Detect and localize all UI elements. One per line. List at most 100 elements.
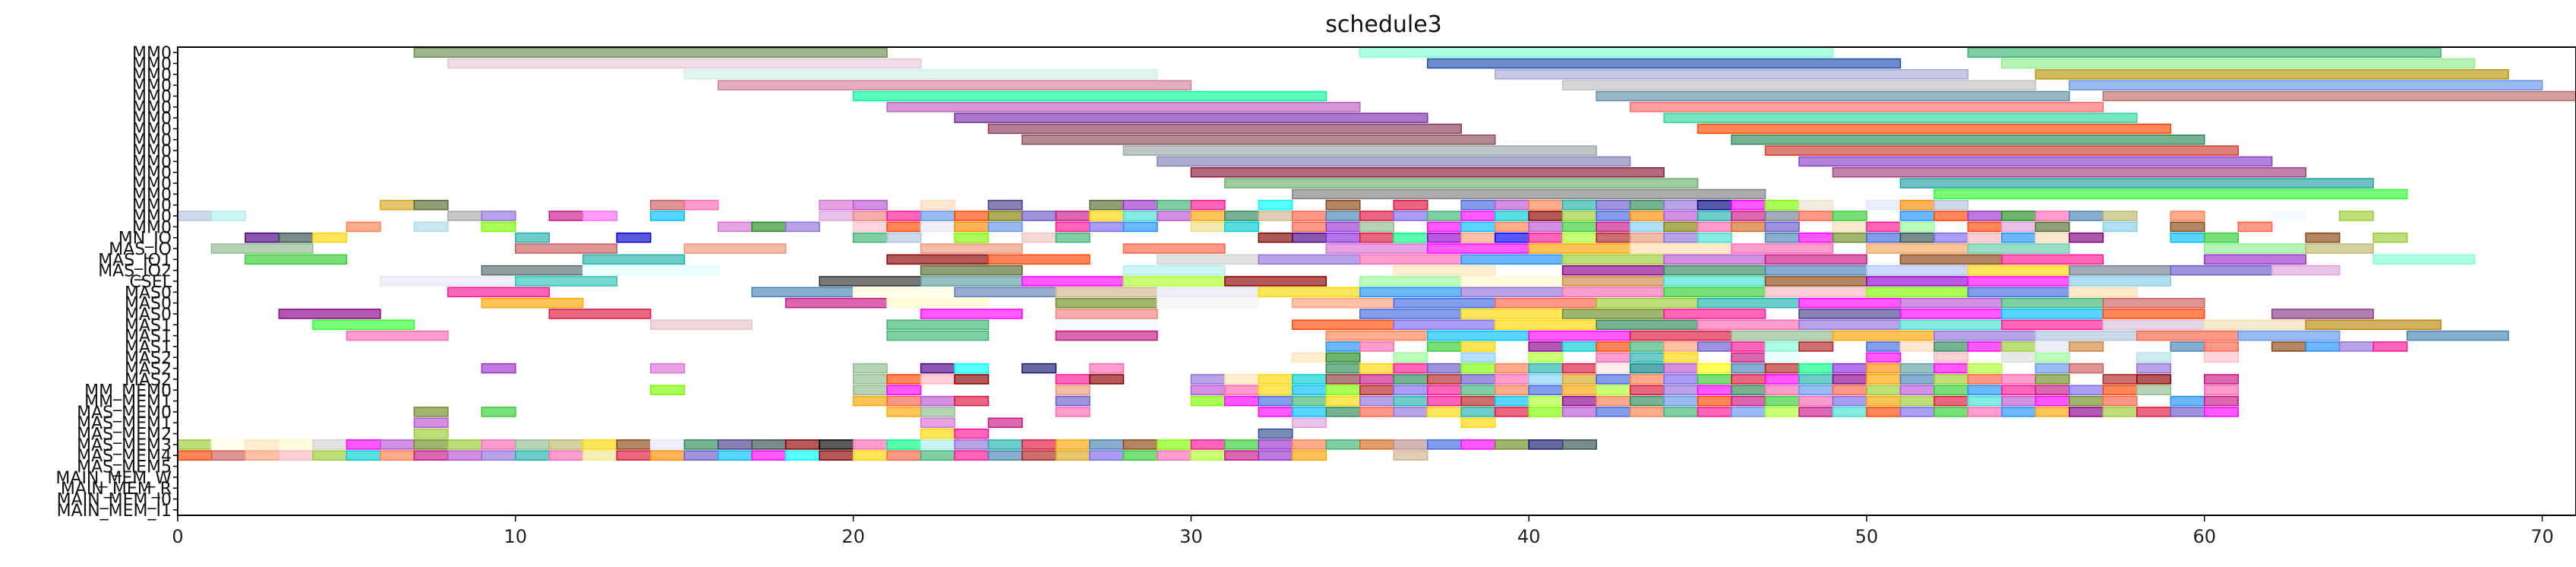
task-bar: [683, 199, 719, 211]
task-bar: [1055, 374, 1091, 385]
task-bar: [920, 199, 955, 211]
task-bar: [1292, 221, 1327, 233]
task-bar: [1021, 363, 1057, 374]
task-bar: [1596, 341, 1631, 352]
task-bar: [481, 439, 516, 450]
task-bar: [1934, 352, 1969, 363]
task-bar: [1629, 211, 1665, 221]
task-bar: [1899, 363, 1935, 374]
row-label: MAS2: [125, 349, 172, 368]
task-bar: [1089, 374, 1125, 385]
task-bar: [1528, 395, 1564, 407]
task-bar: [1899, 297, 2003, 309]
task-bar: [954, 395, 990, 407]
row-label: MAS0: [125, 295, 172, 314]
row-label: MAIN_MEM_I1: [57, 502, 172, 521]
task-bar: [1596, 319, 1699, 331]
task-bar: [1663, 352, 1699, 363]
task-bar: [1258, 232, 1293, 243]
row-label: MM0: [132, 131, 172, 150]
task-bar: [1596, 221, 1631, 233]
task-bar: [1629, 363, 1665, 374]
task-bar: [683, 69, 1158, 80]
task-bar: [2170, 407, 2205, 417]
task-bar: [481, 264, 584, 276]
task-bar: [1258, 254, 1361, 265]
task-bar: [413, 428, 449, 439]
task-bar: [380, 276, 516, 287]
task-bar: [1899, 374, 1935, 385]
task-bar: [1528, 243, 1631, 254]
task-bar: [1359, 287, 1462, 298]
task-bar: [1899, 211, 1935, 221]
task-bar: [2102, 385, 2138, 396]
task-bar: [548, 439, 584, 450]
task-bar: [1663, 264, 1766, 276]
task-bar: [1832, 363, 1867, 374]
task-bar: [920, 417, 955, 428]
task-bar: [1697, 395, 1732, 407]
task-bar: [1224, 178, 1699, 188]
row-label: MAS1: [125, 338, 172, 357]
task-bar: [1596, 395, 1631, 407]
task-bar: [852, 211, 888, 221]
task-bar: [1561, 439, 1597, 450]
task-bar: [1731, 199, 1766, 211]
task-bar: [2001, 319, 2104, 331]
task-bar: [1934, 232, 1969, 243]
row-label: MAS1: [125, 328, 172, 347]
task-bar: [1596, 90, 2070, 102]
task-bar: [1426, 407, 1462, 417]
task-bar: [1731, 374, 1766, 385]
task-bar: [1494, 297, 1597, 309]
task-bar: [1798, 395, 1834, 407]
task-bar: [210, 211, 246, 221]
task-bar: [1528, 341, 1564, 352]
task-bar: [1528, 385, 1564, 396]
task-bar: [1899, 319, 2003, 331]
task-bar: [2203, 341, 2239, 352]
task-bar: [1359, 439, 1394, 450]
task-bar: [1528, 352, 1564, 363]
task-bar: [1258, 428, 1293, 439]
task-bar: [1190, 439, 1226, 450]
task-bar: [852, 90, 1327, 102]
task-bar: [852, 287, 955, 298]
task-bar: [1021, 135, 1496, 145]
task-bar: [1325, 439, 1361, 450]
task-bar: [1292, 439, 1327, 450]
task-bar: [886, 407, 922, 417]
task-bar: [1190, 385, 1226, 396]
task-bar: [1494, 395, 1530, 407]
task-bar: [2001, 309, 2104, 319]
task-bar: [1967, 47, 2442, 58]
task-bar: [1798, 363, 1834, 374]
task-bar: [1021, 450, 1057, 461]
task-bar: [1866, 385, 1902, 396]
task-bar: [481, 363, 516, 374]
task-bar: [1697, 123, 2172, 135]
task-bar: [1426, 439, 1462, 450]
task-bar: [1157, 287, 1260, 298]
task-bar: [1393, 352, 1428, 363]
task-bar: [515, 276, 617, 287]
task-bar: [1393, 363, 1428, 374]
task-bar: [920, 395, 955, 407]
task-bar: [1224, 385, 1260, 396]
task-bar: [886, 232, 922, 243]
task-bar: [1258, 385, 1293, 396]
task-bar: [413, 407, 449, 417]
task-bar: [2203, 395, 2239, 407]
task-bar: [1764, 374, 1800, 385]
task-bar: [1866, 199, 1902, 211]
task-bar: [2035, 385, 2070, 396]
task-bar: [1325, 395, 1361, 407]
task-bar: [2305, 319, 2442, 331]
task-bar: [1528, 232, 1564, 243]
task-bar: [1697, 211, 1732, 221]
task-bar: [954, 428, 990, 439]
task-bar: [751, 439, 787, 450]
task-bar: [2035, 407, 2070, 417]
task-bar: [1393, 407, 1428, 417]
